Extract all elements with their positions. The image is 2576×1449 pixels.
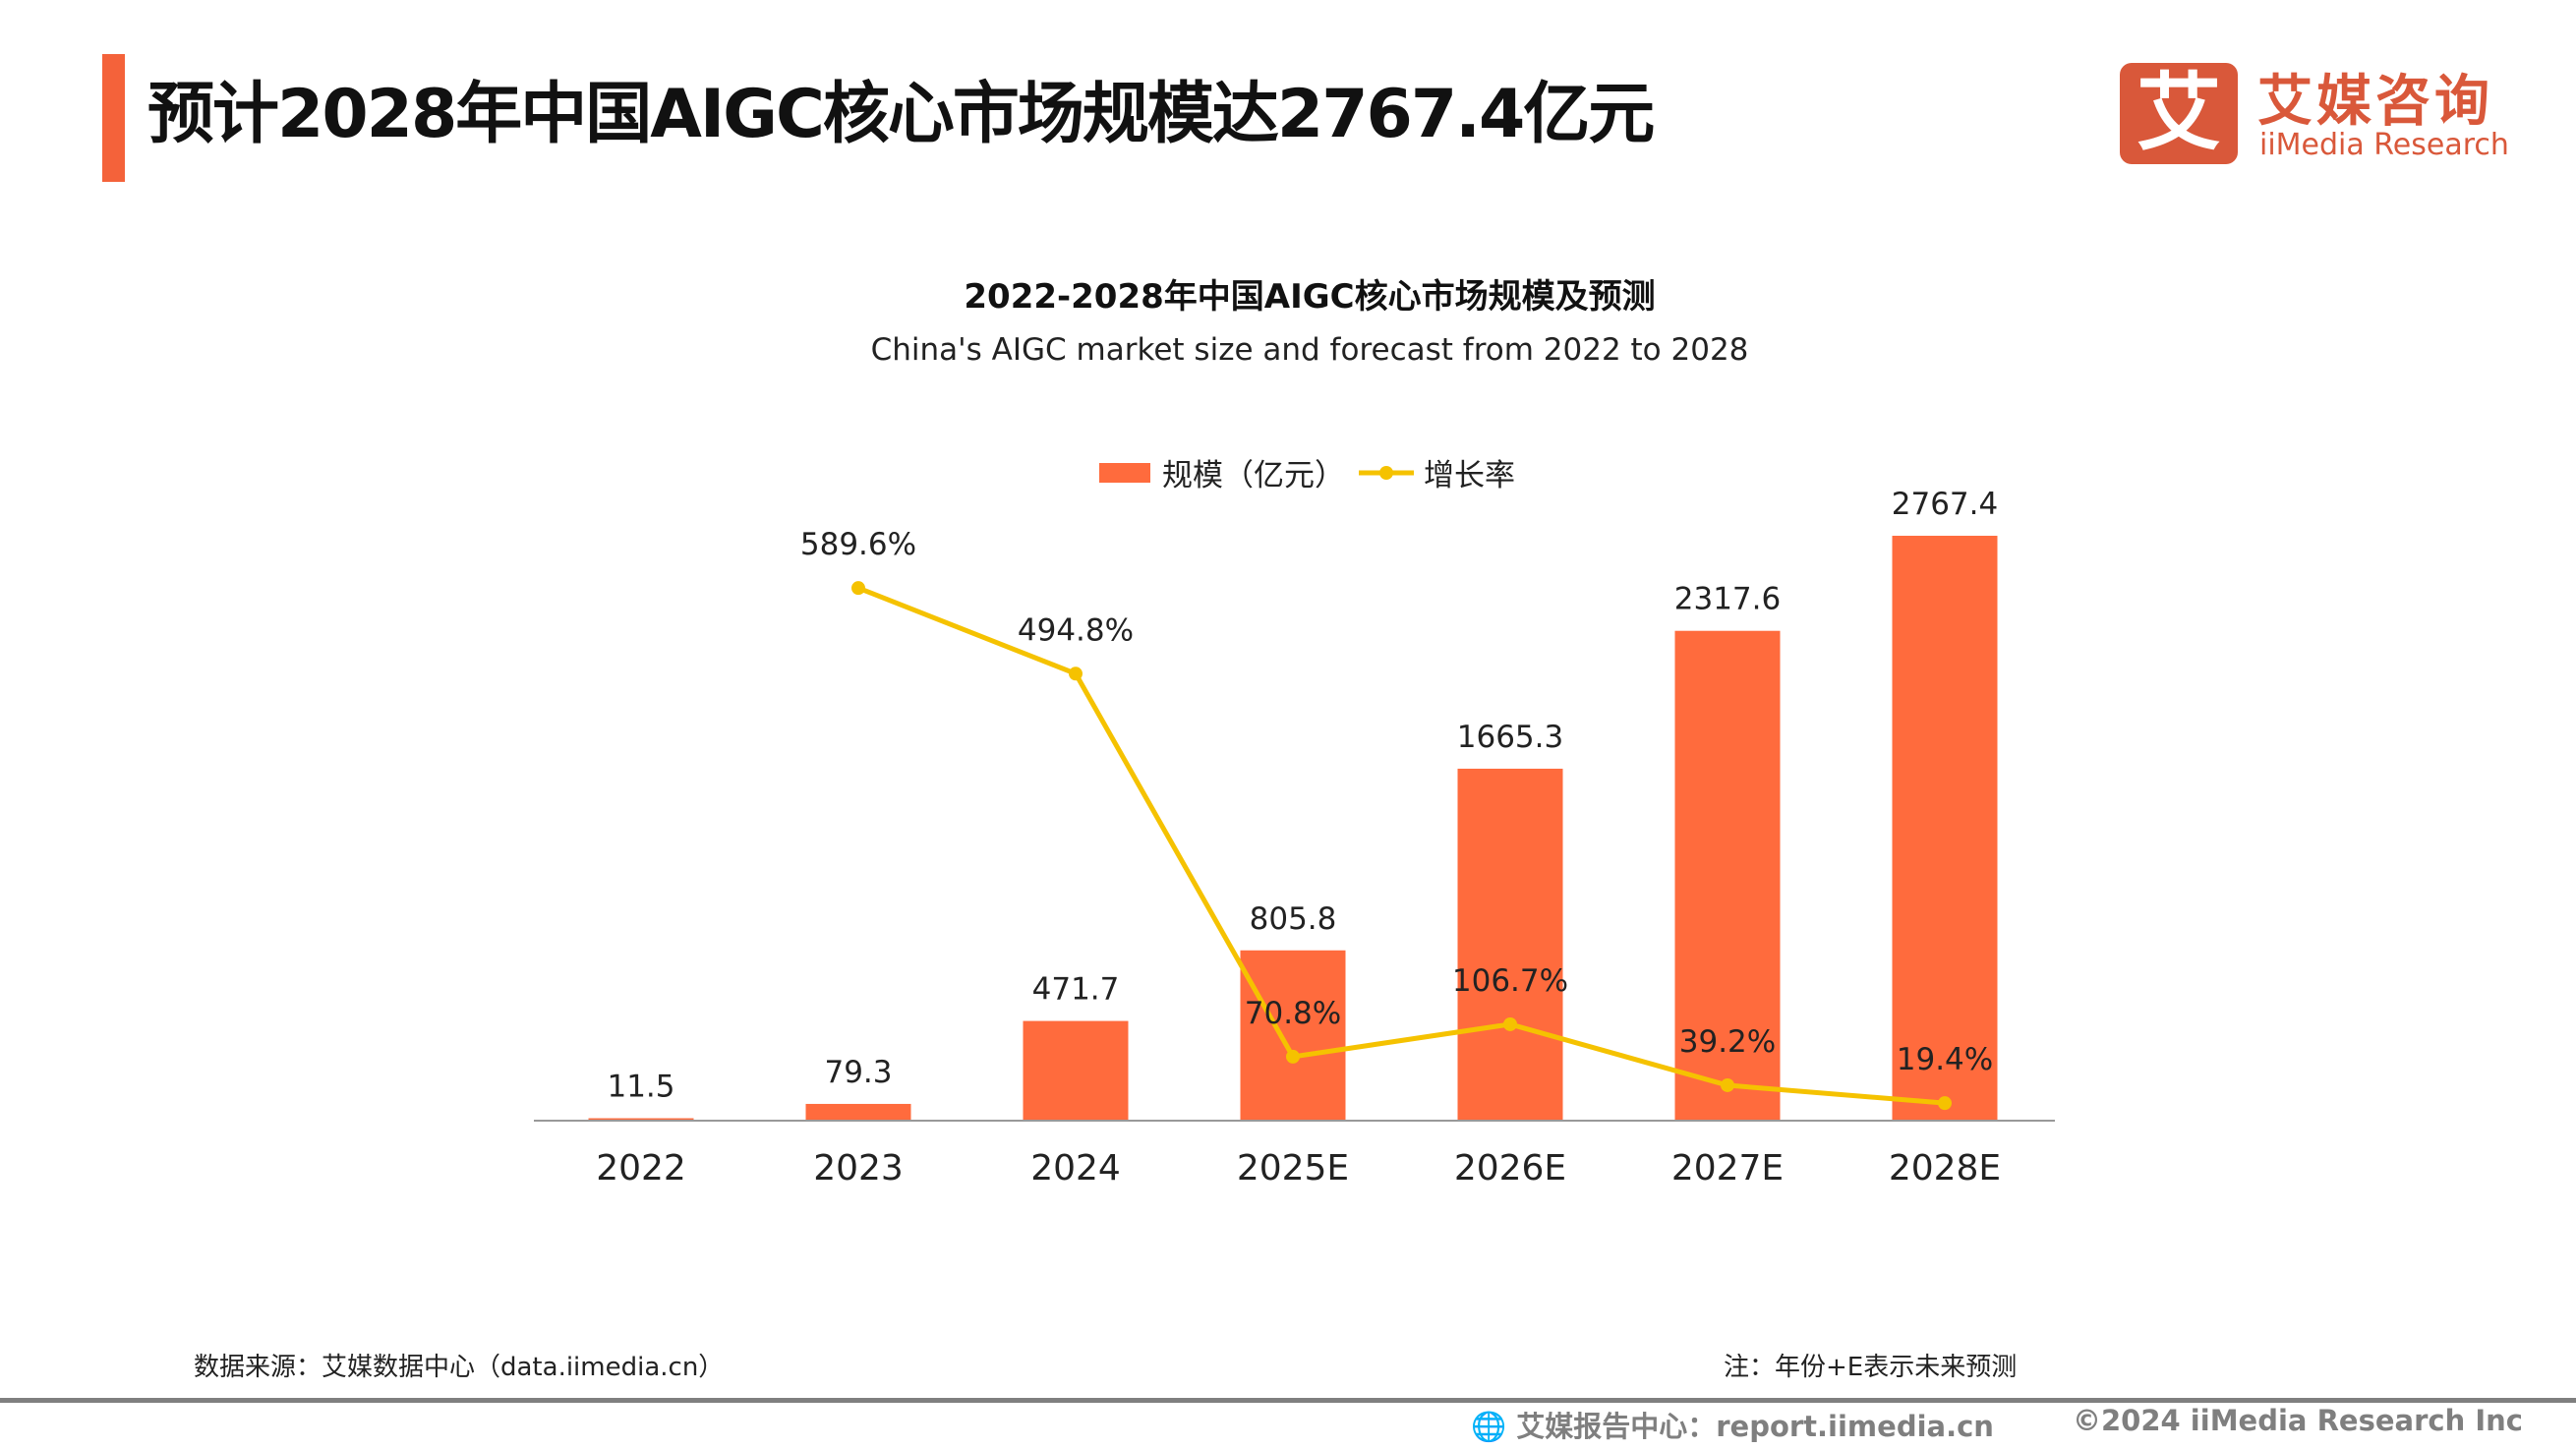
growth-rate-point: [1938, 1096, 1952, 1111]
growth-rate-label: 589.6%: [800, 527, 916, 562]
growth-rate-point: [1721, 1077, 1734, 1092]
chart-title: 2022-2028年中国AIGC核心市场规模及预测: [964, 277, 1656, 317]
x-tick-label: 2027E: [1671, 1148, 1784, 1188]
bar-value-label: 2317.6: [1674, 582, 1781, 617]
page-title: 预计2028年中国AIGC核心市场规模达2767.4亿元: [147, 76, 1655, 153]
growth-rate-label: 494.8%: [1018, 612, 1134, 648]
footer-copyright: ©2024 iiMedia Research Inc: [2073, 1404, 2523, 1437]
logo-en-text: iiMedia Research: [2259, 128, 2509, 162]
bar-value-label: 805.8: [1250, 901, 1337, 937]
growth-rate-label: 70.8%: [1245, 996, 1341, 1031]
bar: [1674, 630, 1781, 1121]
growth-rate-point: [1503, 1016, 1517, 1031]
footer-report-text: 艾媒报告中心：report.iimedia.cn: [1516, 1410, 1994, 1443]
x-tick-label: 2025E: [1237, 1148, 1349, 1188]
x-tick-label: 2023: [813, 1148, 904, 1188]
bar: [588, 1118, 694, 1121]
growth-rate-label: 39.2%: [1679, 1024, 1776, 1060]
logo-mark: 艾: [2120, 63, 2238, 164]
growth-rate-point: [1286, 1049, 1300, 1064]
forecast-note: 注：年份+E表示未来预测: [1724, 1353, 2018, 1382]
bar-value-label: 79.3: [824, 1055, 892, 1090]
growth-rate-point: [1069, 667, 1083, 681]
growth-rate-label: 19.4%: [1897, 1042, 1993, 1077]
bar: [1892, 536, 1998, 1121]
globe-icon: 🌐: [1471, 1410, 1507, 1443]
footer-divider: [0, 1398, 2576, 1403]
iimedia-logo: 艾 艾媒咨询 iiMedia Research: [2120, 63, 2533, 165]
bar: [1240, 950, 1346, 1121]
data-source: 数据来源：艾媒数据中心（data.iimedia.cn）: [194, 1353, 725, 1382]
bar-value-label: 471.7: [1032, 972, 1120, 1008]
growth-rate-line: [857, 585, 1946, 1106]
growth-rate-point: [851, 581, 865, 596]
bar: [1023, 1020, 1129, 1121]
x-tick-label: 2024: [1030, 1148, 1121, 1188]
x-tick-label: 2026E: [1454, 1148, 1566, 1188]
chart: 规模（亿元） 增长率 11.5 2022 79.3 2023 471.7 2024 805.…: [534, 458, 2055, 1188]
footer-report-center[interactable]: 🌐 艾媒报告中心：report.iimedia.cn: [1471, 1404, 1994, 1445]
logo-cn-text: 艾媒咨询: [2257, 70, 2493, 134]
legend-bar-label: 规模（亿元）: [1162, 458, 1345, 493]
legend-bar-swatch: [1099, 463, 1150, 483]
chart-subtitle: China's AIGC market size and forecast fr…: [870, 332, 1749, 368]
x-tick-label: 2022: [596, 1148, 686, 1188]
growth-rate-label: 106.7%: [1452, 963, 1568, 999]
legend: 规模（亿元） 增长率: [1099, 458, 1515, 493]
x-tick-label: 2028E: [1889, 1148, 2001, 1188]
bar-value-label: 11.5: [607, 1070, 674, 1105]
title-accent-bar: [102, 54, 125, 182]
bar: [1457, 768, 1563, 1121]
bar-value-label: 1665.3: [1457, 720, 1563, 755]
legend-line-label: 增长率: [1424, 458, 1515, 493]
bar-value-label: 2767.4: [1892, 487, 1998, 522]
legend-line-marker: [1379, 466, 1393, 480]
bar: [805, 1103, 911, 1121]
